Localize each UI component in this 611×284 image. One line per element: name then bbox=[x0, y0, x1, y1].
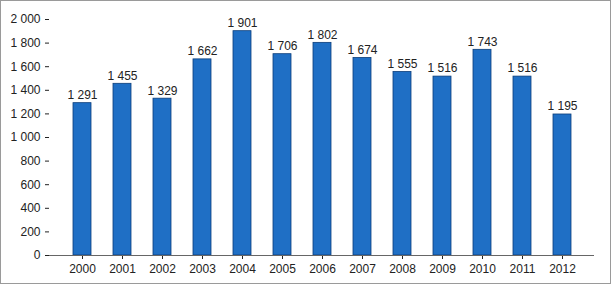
svg-text:2011: 2011 bbox=[510, 262, 536, 276]
svg-text:1 555: 1 555 bbox=[387, 57, 417, 71]
svg-text:1 662: 1 662 bbox=[187, 44, 217, 58]
svg-text:400: 400 bbox=[20, 201, 40, 215]
svg-text:1 000: 1 000 bbox=[10, 130, 40, 144]
svg-text:2012: 2012 bbox=[549, 262, 576, 276]
svg-text:2010: 2010 bbox=[469, 262, 496, 276]
svg-text:2004: 2004 bbox=[229, 262, 256, 276]
svg-text:1 674: 1 674 bbox=[347, 43, 377, 57]
svg-text:1 200: 1 200 bbox=[10, 107, 40, 121]
svg-text:2002: 2002 bbox=[149, 262, 176, 276]
svg-text:200: 200 bbox=[20, 225, 40, 239]
svg-text:2006: 2006 bbox=[309, 262, 336, 276]
svg-text:1 901: 1 901 bbox=[227, 16, 257, 30]
svg-text:0: 0 bbox=[34, 248, 41, 262]
svg-text:1 743: 1 743 bbox=[467, 35, 497, 49]
svg-text:1 800: 1 800 bbox=[10, 36, 40, 50]
svg-text:2003: 2003 bbox=[189, 262, 216, 276]
svg-text:600: 600 bbox=[20, 178, 40, 192]
svg-text:1 329: 1 329 bbox=[147, 84, 177, 98]
svg-text:1 706: 1 706 bbox=[267, 39, 297, 53]
svg-text:2007: 2007 bbox=[349, 262, 376, 276]
svg-text:1 516: 1 516 bbox=[507, 61, 537, 75]
svg-text:1 516: 1 516 bbox=[427, 61, 457, 75]
svg-text:2001: 2001 bbox=[109, 262, 136, 276]
svg-text:1 195: 1 195 bbox=[547, 99, 577, 113]
svg-text:2008: 2008 bbox=[389, 262, 416, 276]
svg-text:2 000: 2 000 bbox=[10, 12, 40, 26]
svg-text:1 600: 1 600 bbox=[10, 60, 40, 74]
svg-text:800: 800 bbox=[20, 154, 40, 168]
svg-text:1 291: 1 291 bbox=[67, 88, 97, 102]
svg-text:2000: 2000 bbox=[69, 262, 96, 276]
svg-text:2009: 2009 bbox=[429, 262, 456, 276]
svg-text:1 455: 1 455 bbox=[107, 69, 137, 83]
svg-text:1 802: 1 802 bbox=[307, 28, 337, 42]
svg-text:2005: 2005 bbox=[269, 262, 296, 276]
svg-text:1 400: 1 400 bbox=[10, 83, 40, 97]
